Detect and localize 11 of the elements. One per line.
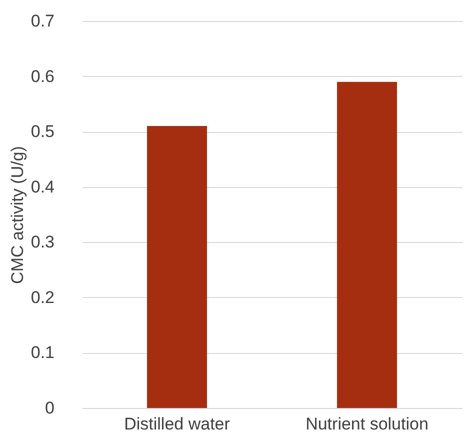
y-tick-label: 0.4 (30, 177, 54, 196)
y-tick-label: 0.1 (30, 343, 54, 362)
y-tick-label: 0.5 (30, 122, 54, 142)
y-tick-label: 0 (45, 398, 54, 418)
y-tick-label: 0.2 (30, 288, 54, 307)
y-axis-title: CMC activity (U/g) (8, 146, 27, 284)
y-tick-label: 0.3 (30, 232, 54, 252)
y-tick-label: 0.7 (30, 12, 54, 30)
x-tick-label: Nutrient solution (306, 414, 428, 434)
y-tick-label: 0.6 (30, 66, 54, 86)
x-tick-label: Distilled water (124, 414, 230, 434)
